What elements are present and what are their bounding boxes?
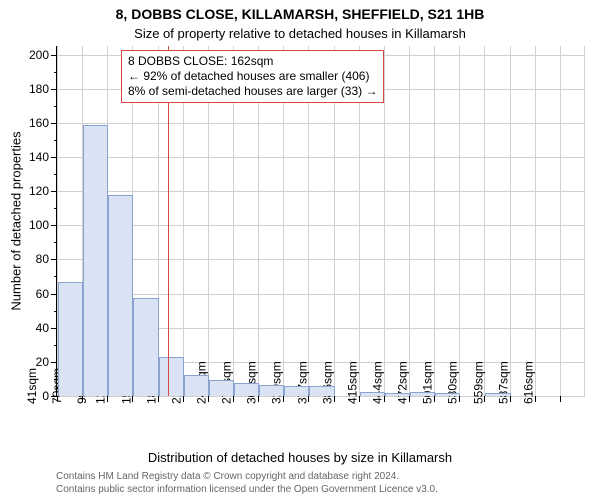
histogram-bar bbox=[309, 386, 334, 396]
x-tick-label: 41sqm bbox=[25, 368, 39, 404]
y-gridline bbox=[57, 225, 585, 226]
x-tick bbox=[107, 396, 108, 402]
x-tick-label: 501sqm bbox=[421, 361, 435, 404]
y-tick-label: 120 bbox=[29, 184, 49, 198]
y-tick-label: 40 bbox=[36, 321, 49, 335]
y-tick-label: 60 bbox=[36, 287, 49, 301]
y-tick-label: 80 bbox=[36, 252, 49, 266]
x-gridline bbox=[459, 46, 460, 396]
x-tick bbox=[560, 396, 561, 402]
x-tick-label: 329sqm bbox=[270, 361, 284, 404]
attribution: Contains HM Land Registry data © Crown c… bbox=[0, 471, 600, 496]
x-tick-label: 377sqm bbox=[295, 361, 309, 404]
attribution-line-1: Contains HM Land Registry data © Crown c… bbox=[56, 471, 600, 484]
y-gridline bbox=[57, 294, 585, 295]
x-tick-label: 415sqm bbox=[345, 361, 359, 404]
x-gridline bbox=[510, 46, 511, 396]
chart-title-line1: 8, DOBBS CLOSE, KILLAMARSH, SHEFFIELD, S… bbox=[0, 6, 600, 22]
histogram-bar bbox=[360, 392, 385, 396]
y-tick-label: 20 bbox=[36, 355, 49, 369]
y-gridline bbox=[57, 123, 585, 124]
histogram-bar bbox=[108, 195, 133, 396]
y-tick-label: 100 bbox=[29, 218, 49, 232]
histogram-bar bbox=[259, 385, 284, 396]
histogram-bar bbox=[58, 282, 83, 396]
histogram-bar bbox=[485, 393, 510, 396]
x-gridline bbox=[535, 46, 536, 396]
histogram-bar bbox=[184, 375, 209, 396]
info-box-line-2: ← 92% of detached houses are smaller (40… bbox=[128, 69, 377, 84]
info-box-line-1: 8 DOBBS CLOSE: 162sqm bbox=[128, 54, 377, 69]
y-gridline bbox=[57, 157, 585, 158]
x-tick-label: 444sqm bbox=[370, 361, 384, 404]
x-tick-label: 472sqm bbox=[395, 361, 409, 404]
histogram-bar bbox=[234, 383, 259, 396]
chart-root: 8, DOBBS CLOSE, KILLAMARSH, SHEFFIELD, S… bbox=[0, 0, 600, 500]
y-gridline bbox=[57, 191, 585, 192]
chart-title-line2: Size of property relative to detached ho… bbox=[0, 26, 600, 41]
x-gridline bbox=[560, 46, 561, 396]
x-tick-label: 559sqm bbox=[471, 361, 485, 404]
x-gridline bbox=[434, 46, 435, 396]
x-gridline bbox=[584, 46, 585, 396]
y-gridline bbox=[57, 259, 585, 260]
y-tick-label: 200 bbox=[29, 48, 49, 62]
x-tick-label: 530sqm bbox=[446, 361, 460, 404]
histogram-bar bbox=[284, 386, 309, 396]
info-box-line-3: 8% of semi-detached houses are larger (3… bbox=[128, 84, 377, 99]
x-tick-label: 386sqm bbox=[320, 361, 334, 404]
x-axis-label: Distribution of detached houses by size … bbox=[0, 450, 600, 465]
y-tick-label: 0 bbox=[42, 389, 49, 403]
histogram-bar bbox=[159, 357, 184, 396]
histogram-bar bbox=[209, 380, 234, 396]
histogram-bar bbox=[133, 298, 158, 396]
y-tick-label: 140 bbox=[29, 150, 49, 164]
y-axis-label: Number of detached properties bbox=[9, 131, 24, 310]
histogram-bar bbox=[435, 393, 460, 396]
plot-area: 02040608010012014016018020041sqm70sqm99s… bbox=[56, 46, 585, 397]
y-tick-label: 160 bbox=[29, 116, 49, 130]
x-tick-label: 587sqm bbox=[496, 361, 510, 404]
y-tick-label: 180 bbox=[29, 82, 49, 96]
histogram-bar bbox=[410, 392, 435, 396]
info-box: 8 DOBBS CLOSE: 162sqm ← 92% of detached … bbox=[121, 50, 384, 103]
x-tick bbox=[283, 396, 284, 402]
x-gridline bbox=[409, 46, 410, 396]
x-tick bbox=[459, 396, 460, 402]
x-tick-label: 616sqm bbox=[521, 361, 535, 404]
attribution-line-2: Contains public sector information licen… bbox=[56, 484, 600, 497]
x-gridline bbox=[484, 46, 485, 396]
histogram-bar bbox=[83, 125, 108, 396]
histogram-bar bbox=[385, 393, 410, 396]
